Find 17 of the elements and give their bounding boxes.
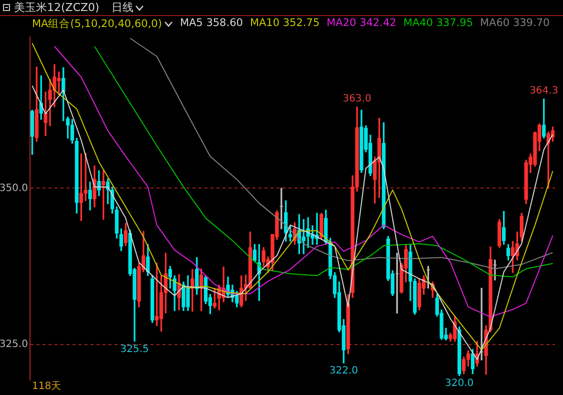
legend-title: MA组合(5,10,20,40,60,0)	[32, 18, 162, 30]
chart-subtitle: 日线	[111, 1, 134, 14]
text: MA60 339.70	[480, 17, 550, 31]
annotation: 364.3	[530, 85, 558, 96]
y-tick-label: 325.0	[0, 338, 28, 350]
annotation: 363.0	[342, 94, 372, 105]
y-tick-label: 350.0	[0, 182, 28, 194]
legend-label: MA5 358.60	[180, 17, 243, 31]
text: 118天	[32, 380, 62, 393]
candlestick	[493, 260, 497, 280]
text: MA20 342.42	[326, 17, 396, 31]
annotation: 320.0	[445, 378, 474, 390]
chart-title: 美玉米12(ZCZ0)	[14, 0, 100, 15]
text: MA10 352.75	[250, 17, 320, 31]
annotation: 325.5	[120, 344, 149, 355]
annotation: 322.0	[329, 366, 358, 377]
text: MA40 337.95	[403, 17, 473, 31]
